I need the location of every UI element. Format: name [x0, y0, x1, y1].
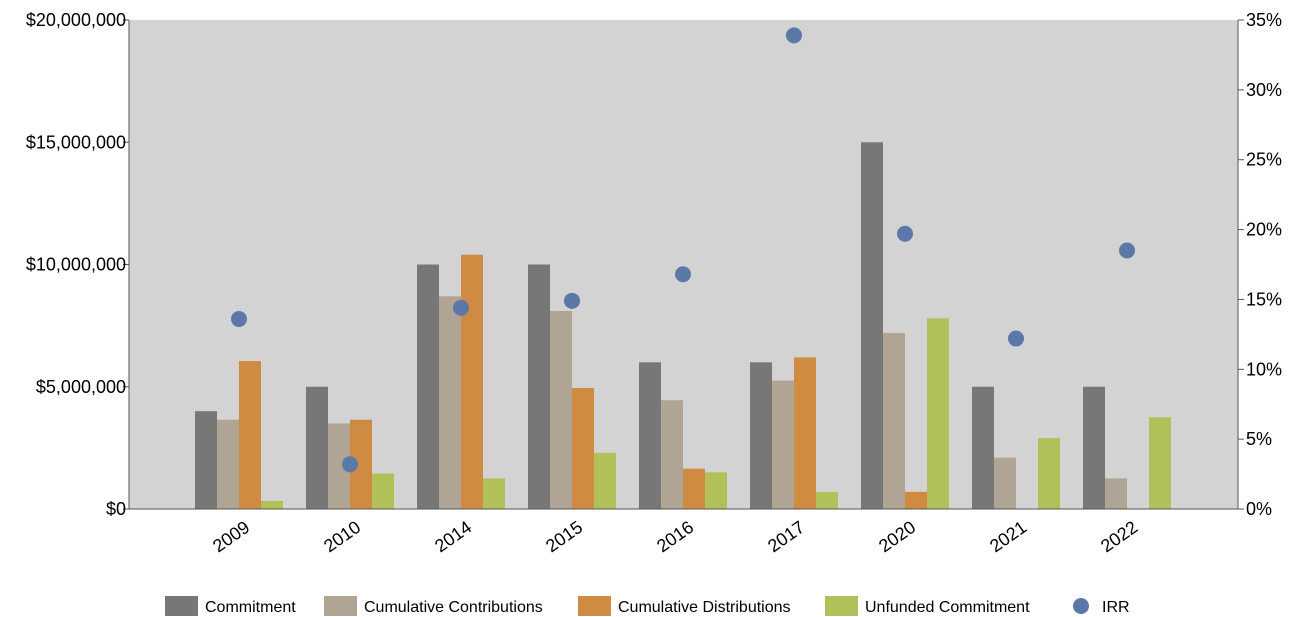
irr-point-2009 — [231, 310, 247, 327]
irr-point-2021 — [1008, 330, 1024, 347]
left-tick-label: $0 — [106, 499, 126, 519]
bar-cumulative-distributions-2009 — [239, 361, 261, 509]
x-tick-label: 2015 — [542, 517, 586, 556]
bar-commitment-2016 — [639, 362, 661, 509]
bar-cumulative-distributions-2015 — [572, 387, 594, 509]
bar-commitment-2020 — [861, 142, 883, 509]
right-tick-label: 15% — [1246, 289, 1282, 309]
irr-points-layer — [231, 27, 1135, 473]
right-axis-ticks: 0% 5% 10% 15% 20% 25% 30% 35% — [1238, 10, 1282, 519]
legend-label: Cumulative Contributions — [364, 599, 543, 616]
right-tick-label: 30% — [1246, 80, 1282, 100]
x-tick-label: 2014 — [431, 517, 475, 556]
left-tick-label: $15,000,000 — [26, 132, 126, 152]
bar-unfunded-commitment-2016 — [705, 472, 727, 509]
bar-cumulative-distributions-2010 — [350, 419, 372, 509]
x-axis-ticks: 2009 2010 2014 2015 2016 2017 2020 2021 2022 — [209, 517, 1141, 556]
plot-area — [129, 20, 1238, 509]
bar-unfunded-commitment-2017 — [816, 491, 838, 509]
bar-commitment-2022 — [1083, 386, 1105, 509]
bar-unfunded-commitment-2015 — [594, 452, 616, 509]
legend: Commitment Cumulative Contributions Cumula… — [165, 596, 1130, 616]
bar-unfunded-commitment-2010 — [372, 473, 394, 509]
bar-cumulative-contributions-2021 — [994, 457, 1016, 509]
x-tick-label: 2017 — [764, 517, 808, 556]
legend-swatch-commitment — [165, 596, 198, 616]
x-tick-label: 2009 — [209, 517, 253, 556]
bar-cumulative-distributions-2017 — [794, 357, 816, 509]
irr-point-2014 — [453, 299, 469, 316]
bar-cumulative-contributions-2017 — [772, 380, 794, 509]
x-tick-label: 2016 — [653, 517, 697, 556]
bar-cumulative-contributions-2014 — [439, 296, 461, 509]
x-tick-label: 2020 — [875, 517, 919, 556]
bar-cumulative-distributions-2014 — [461, 254, 483, 509]
bar-unfunded-commitment-2021 — [1038, 438, 1060, 509]
bar-commitment-2017 — [750, 362, 772, 509]
bar-commitment-2021 — [972, 386, 994, 509]
bar-commitment-2014 — [417, 264, 439, 509]
irr-point-2017 — [786, 27, 802, 44]
bar-cumulative-contributions-2016 — [661, 400, 683, 509]
irr-point-2015 — [564, 292, 580, 309]
bar-commitment-2015 — [528, 264, 550, 509]
legend-swatch-cumulative-distributions — [578, 596, 611, 616]
irr-point-2010 — [342, 456, 358, 473]
bar-unfunded-commitment-2014 — [483, 478, 505, 509]
right-tick-label: 10% — [1246, 359, 1282, 379]
irr-point-2022 — [1119, 242, 1135, 259]
right-tick-label: 20% — [1246, 220, 1282, 240]
x-tick-label: 2010 — [320, 517, 364, 556]
x-tick-label: 2022 — [1097, 517, 1141, 556]
legend-label: IRR — [1102, 599, 1130, 616]
left-tick-label: $10,000,000 — [26, 255, 126, 275]
bar-cumulative-distributions-2016 — [683, 468, 705, 509]
left-axis-ticks: $0 $5,000,000 $10,000,000 $15,000,000 $20,00… — [26, 10, 129, 519]
left-tick-label: $20,000,000 — [26, 10, 126, 30]
x-tick-label: 2021 — [986, 517, 1030, 556]
legend-label: Commitment — [205, 599, 296, 616]
legend-label: Cumulative Distributions — [618, 599, 791, 616]
bar-unfunded-commitment-2020 — [927, 318, 949, 509]
left-tick-label: $5,000,000 — [36, 377, 126, 397]
bar-cumulative-contributions-2015 — [550, 310, 572, 509]
right-tick-label: 0% — [1246, 499, 1272, 519]
bar-cumulative-contributions-2009 — [217, 419, 239, 509]
irr-point-2020 — [897, 225, 913, 242]
irr-point-2016 — [675, 266, 691, 283]
right-tick-label: 25% — [1246, 150, 1282, 170]
legend-marker-irr — [1073, 598, 1089, 614]
bar-unfunded-commitment-2009 — [261, 500, 283, 509]
right-tick-label: 35% — [1246, 10, 1282, 30]
legend-swatch-cumulative-contributions — [324, 596, 357, 616]
bar-cumulative-contributions-2020 — [883, 332, 905, 509]
bar-unfunded-commitment-2022 — [1149, 417, 1171, 509]
legend-swatch-unfunded-commitment — [825, 596, 858, 616]
bars-layer — [195, 142, 1171, 509]
bar-commitment-2010 — [306, 386, 328, 509]
bar-cumulative-contributions-2022 — [1105, 478, 1127, 509]
legend-label: Unfunded Commitment — [865, 599, 1030, 616]
bar-cumulative-distributions-2020 — [905, 491, 927, 509]
bar-commitment-2009 — [195, 411, 217, 509]
right-tick-label: 5% — [1246, 429, 1272, 449]
bar-cumulative-contributions-2010 — [328, 423, 350, 509]
